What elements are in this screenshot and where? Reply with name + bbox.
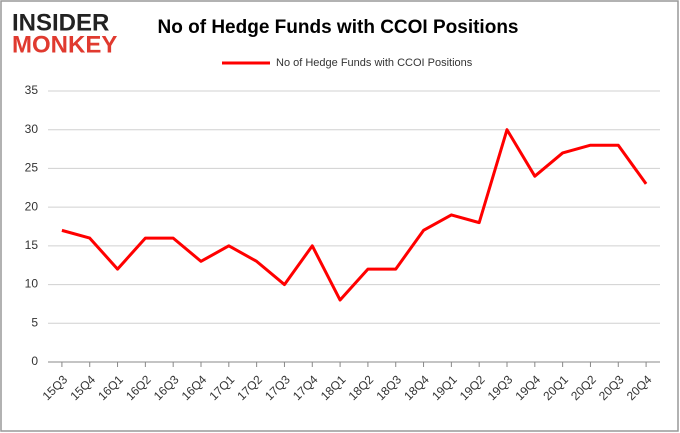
logo-bottom: MONKEY (12, 31, 117, 58)
y-tick-label: 30 (25, 122, 39, 136)
y-tick-label: 15 (25, 238, 39, 252)
y-tick-label: 20 (25, 199, 39, 213)
chart-title: No of Hedge Funds with CCOI Positions (158, 17, 519, 38)
y-tick-label: 10 (25, 277, 39, 291)
line (61, 128, 648, 302)
y-tick-label: 35 (25, 83, 39, 97)
legend-label: No of Hedge Funds with CCOI Positions (276, 57, 473, 69)
logo-top: INSIDER (12, 9, 109, 36)
y-tick-label: 5 (31, 315, 38, 329)
y-tick-label: 25 (25, 161, 39, 175)
y-tick-label: 0 (31, 354, 38, 368)
